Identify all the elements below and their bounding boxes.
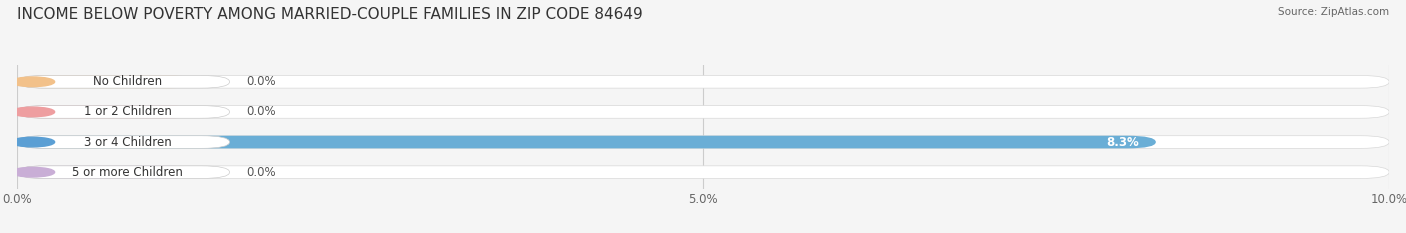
Circle shape (11, 167, 55, 177)
Text: 1 or 2 Children: 1 or 2 Children (83, 105, 172, 118)
Circle shape (11, 107, 55, 117)
Text: 5 or more Children: 5 or more Children (72, 166, 183, 179)
Text: 8.3%: 8.3% (1107, 136, 1139, 149)
Text: 0.0%: 0.0% (246, 75, 276, 88)
FancyBboxPatch shape (17, 136, 1156, 148)
Text: 0.0%: 0.0% (246, 166, 276, 179)
FancyBboxPatch shape (17, 75, 1389, 88)
FancyBboxPatch shape (17, 136, 229, 148)
FancyBboxPatch shape (17, 166, 198, 178)
Text: Source: ZipAtlas.com: Source: ZipAtlas.com (1278, 7, 1389, 17)
FancyBboxPatch shape (17, 106, 198, 118)
FancyBboxPatch shape (17, 75, 198, 88)
FancyBboxPatch shape (17, 106, 1389, 118)
Circle shape (11, 137, 55, 147)
FancyBboxPatch shape (17, 106, 229, 118)
FancyBboxPatch shape (17, 166, 229, 178)
FancyBboxPatch shape (17, 75, 229, 88)
FancyBboxPatch shape (17, 136, 1389, 148)
FancyBboxPatch shape (17, 166, 1389, 178)
Circle shape (11, 77, 55, 87)
Text: No Children: No Children (93, 75, 162, 88)
Text: INCOME BELOW POVERTY AMONG MARRIED-COUPLE FAMILIES IN ZIP CODE 84649: INCOME BELOW POVERTY AMONG MARRIED-COUPL… (17, 7, 643, 22)
Text: 3 or 4 Children: 3 or 4 Children (83, 136, 172, 149)
Text: 0.0%: 0.0% (246, 105, 276, 118)
